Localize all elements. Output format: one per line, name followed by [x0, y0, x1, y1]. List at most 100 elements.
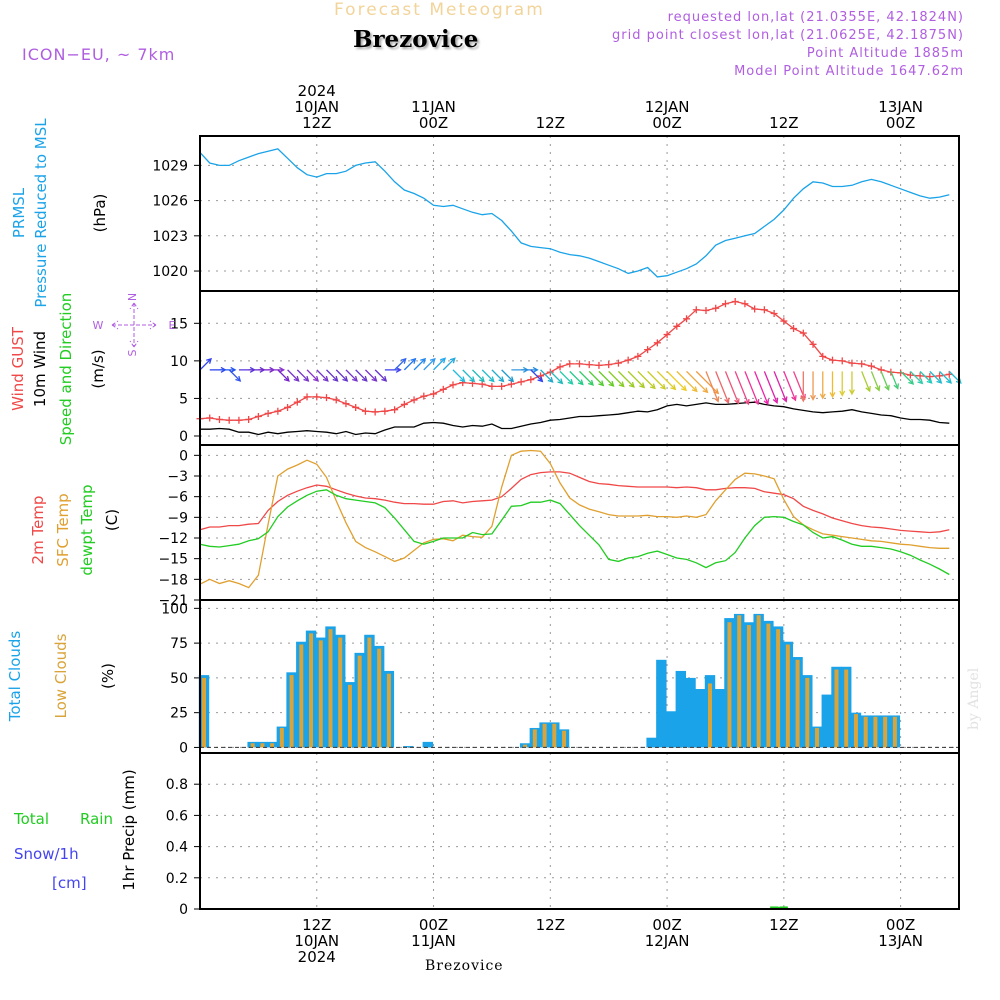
gust-marker: [293, 398, 301, 406]
wind-arrow: [306, 369, 320, 382]
gust-marker: [498, 382, 506, 390]
compass-s: S: [126, 349, 139, 356]
y-tick-label: 50: [170, 671, 188, 687]
wind-arrow-head: [810, 394, 817, 401]
low-cloud-bar: [347, 684, 352, 748]
wind-arrow-head: [557, 378, 564, 385]
y-tick-label: 100: [161, 601, 188, 617]
wind-arrow-head: [691, 386, 698, 393]
wind-arrow-shaft: [442, 357, 456, 371]
wind-arrow-head: [381, 375, 388, 382]
time-label-bottom: 2024: [298, 948, 336, 966]
panel-frame: [199, 752, 960, 910]
wind-arrow-head: [893, 383, 900, 390]
compass-w: W: [93, 319, 104, 332]
low-cloud-bar: [883, 716, 888, 748]
wind-arrow: [919, 370, 933, 384]
wind-arrow-shaft: [296, 369, 309, 382]
wind-arrow-head: [874, 385, 881, 392]
wind-arrow: [819, 371, 826, 400]
compass-ns-arrow: [129, 302, 139, 348]
low-cloud-bar: [805, 677, 810, 748]
wind-arrow-shaft: [394, 358, 407, 371]
gust-marker: [683, 315, 691, 323]
time-label-top: 00Z: [419, 114, 448, 132]
gust-marker: [897, 369, 905, 377]
wind-arrow-shaft: [579, 370, 594, 386]
wind-arrow-head: [293, 375, 300, 382]
gust-marker: [313, 393, 321, 401]
wind-arrow-shaft: [501, 369, 514, 382]
low-cloud-bar: [338, 637, 343, 748]
y-tick-label: −12: [158, 531, 188, 547]
wind-arrow-head: [791, 395, 797, 402]
y-tick-label: −6: [167, 490, 188, 506]
time-label-top: 13JAN: [878, 98, 923, 116]
label-snow: Snow/1h: [14, 845, 79, 863]
low-cloud-bar: [785, 644, 790, 748]
wind-arrow: [277, 369, 290, 382]
rain-bar: [779, 906, 788, 909]
gust-marker: [653, 339, 661, 347]
panel-pressure: 1020 1023 1026 1029: [152, 135, 960, 292]
gust-marker: [741, 300, 749, 308]
total-cloud-bar: [403, 746, 414, 748]
wind-arrow-head: [395, 366, 402, 373]
gust-marker: [702, 307, 710, 315]
label-total-clouds: Total Clouds: [6, 631, 24, 723]
wind-arrow-shaft: [919, 370, 933, 384]
label-ms: (m/s): [89, 349, 107, 388]
gust-marker: [517, 378, 525, 386]
wind-arrow-head: [429, 357, 436, 364]
wind-arrow-head: [884, 384, 890, 391]
low-cloud-bar: [318, 640, 323, 748]
low-cloud-bar: [289, 675, 294, 748]
wind-arrow-head: [588, 379, 594, 386]
wind-arrow-head: [946, 377, 953, 384]
wind-arrow-head: [763, 398, 770, 406]
time-label-top: 12JAN: [645, 98, 690, 116]
wind-arrow-shaft: [880, 371, 890, 390]
time-label-bottom: 00Z: [419, 916, 448, 934]
low-cloud-bar: [844, 669, 849, 748]
wind-arrow: [890, 371, 900, 390]
compass-e: E: [169, 319, 176, 332]
point-altitude: Point Altitude 1885m: [806, 46, 964, 61]
time-label-bottom: 12JAN: [645, 932, 690, 950]
wind-arrow: [744, 371, 760, 406]
wind-arrow-head: [936, 377, 943, 384]
wind-arrow-shaft: [472, 369, 485, 382]
wind-arrow-head: [313, 375, 320, 382]
wind-arrow-shaft: [355, 369, 368, 382]
time-label-top: 2024: [298, 82, 336, 100]
wind-arrow-shaft: [608, 370, 625, 387]
wind-arrow-shaft: [588, 370, 604, 386]
wind-arrow-shaft: [433, 357, 446, 371]
time-label-bottom: 11JAN: [411, 932, 456, 950]
label-total: Total: [13, 810, 49, 828]
gust-marker: [673, 322, 681, 330]
wind-arrow: [287, 369, 300, 382]
low-cloud-bar: [776, 629, 781, 748]
wind-arrow-head: [322, 375, 329, 382]
wind-arrow-head: [230, 366, 237, 373]
label-2m-temp: 2m Temp: [29, 496, 47, 565]
wind-arrow: [384, 366, 402, 373]
gust-marker: [585, 361, 593, 369]
gust-marker: [527, 376, 535, 384]
total-cloud-bar: [695, 689, 706, 748]
wind-arrow-head: [744, 398, 750, 406]
wind-arrow: [909, 370, 924, 385]
wind-arrow: [491, 369, 505, 383]
gust-marker: [634, 352, 642, 360]
grid-point-coords: grid point closest lon,lat (21.0625E, 42…: [612, 28, 964, 43]
wind-arrow: [608, 370, 625, 388]
wind-arrow: [598, 370, 615, 387]
wind-arrow: [627, 370, 646, 389]
y-tick-label: 75: [170, 636, 188, 652]
wind-arrow-head: [628, 381, 635, 388]
time-label-bottom: 00Z: [652, 916, 681, 934]
low-cloud-bar: [746, 625, 751, 748]
time-label-bottom: 12Z: [536, 916, 565, 934]
wind-arrow: [268, 366, 286, 373]
